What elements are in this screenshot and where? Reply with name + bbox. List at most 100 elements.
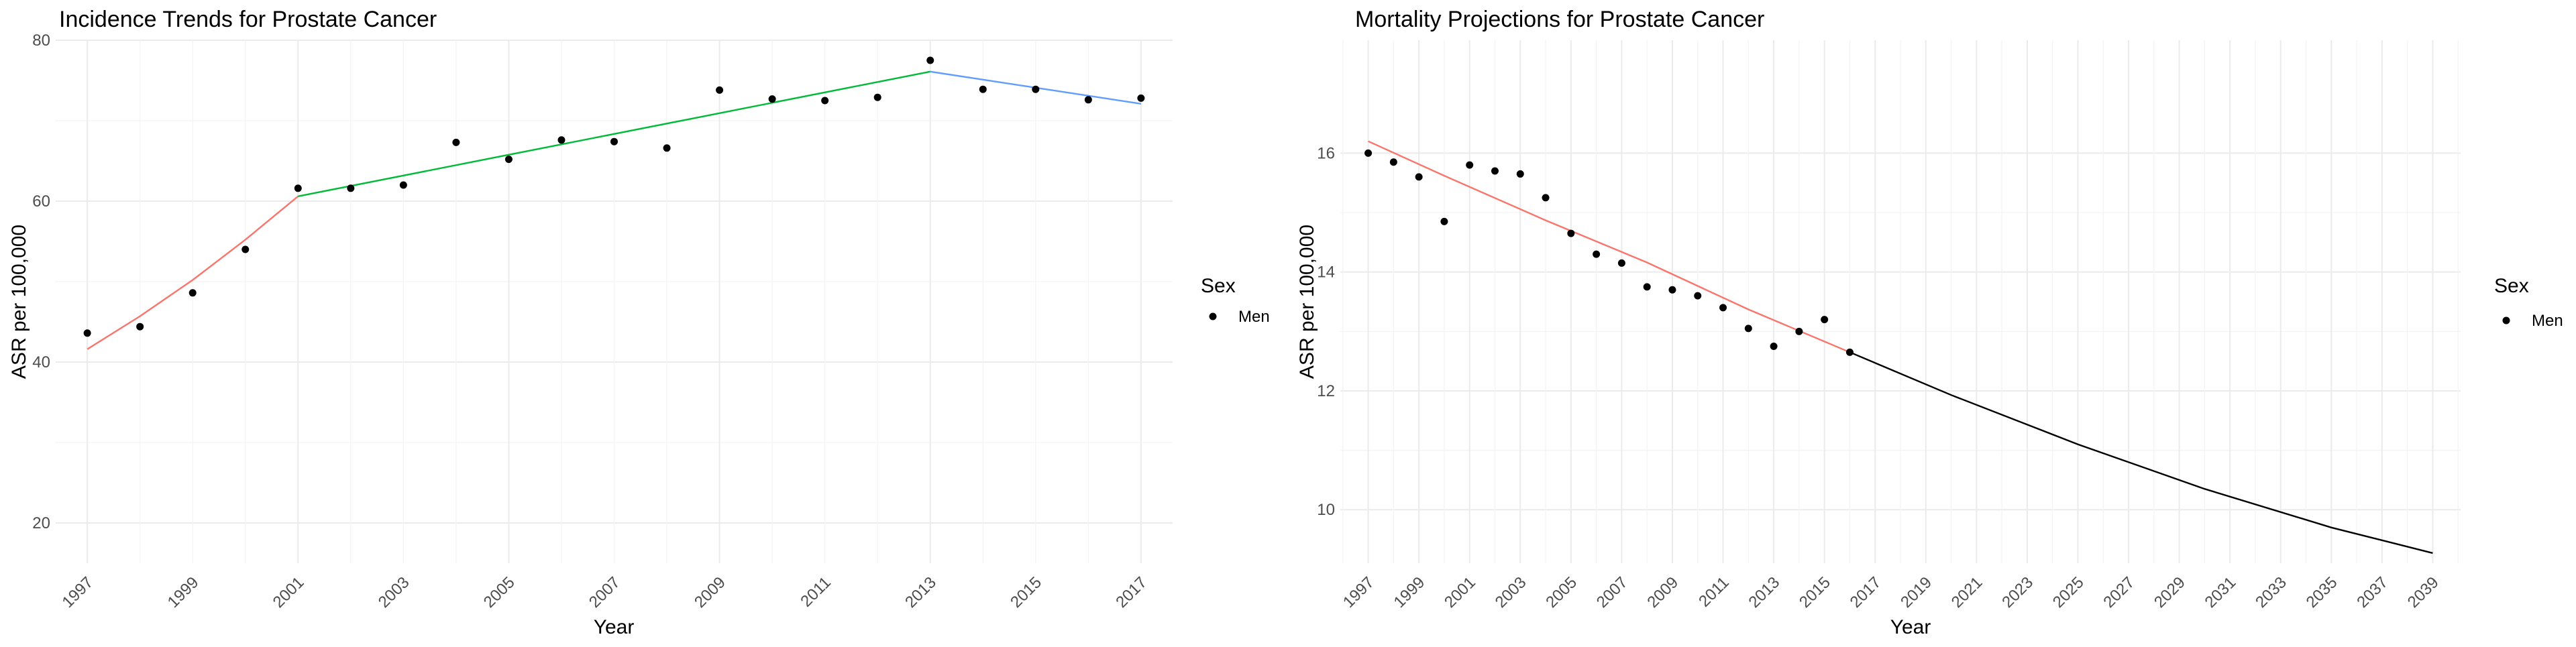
x-tick-label: 2013 — [1745, 573, 1783, 611]
y-tick-label: 20 — [32, 514, 50, 532]
grid-lines — [1340, 40, 2461, 563]
data-point — [926, 56, 934, 64]
y-axis-title: ASR per 100,000 — [8, 225, 30, 379]
fit-line-segment-2 — [1849, 351, 2433, 554]
data-point — [294, 184, 302, 192]
data-point — [1084, 96, 1092, 104]
chart-title: Incidence Trends for Prostate Cancer — [59, 7, 437, 32]
grid-lines — [56, 40, 1173, 563]
legend-key-point — [1209, 312, 1217, 320]
data-point — [1770, 342, 1778, 350]
data-point — [663, 144, 671, 152]
x-tick-label: 2003 — [375, 573, 413, 611]
y-tick-label: 14 — [1317, 263, 1335, 282]
x-tick-label: 2037 — [2353, 573, 2392, 611]
data-point — [716, 86, 724, 94]
x-axis-title: Year — [594, 616, 635, 638]
y-tick-label: 80 — [32, 32, 50, 50]
data-point — [241, 245, 250, 253]
x-tick-label: 2033 — [2252, 573, 2290, 611]
legend-title: Sex — [2494, 275, 2529, 297]
x-tick-label: 2007 — [1593, 573, 1631, 611]
x-tick-label: 2031 — [2202, 573, 2240, 611]
x-tick-label: 2015 — [1796, 573, 1834, 611]
x-tick-label: 2019 — [1897, 573, 1935, 611]
data-point — [1593, 250, 1601, 258]
data-point — [610, 137, 618, 145]
data-point — [1668, 286, 1676, 294]
legend-title: Sex — [1201, 275, 1236, 297]
x-tick-label: 1997 — [1340, 573, 1378, 611]
data-point — [1137, 94, 1145, 102]
data-point — [504, 156, 513, 164]
x-tick-label: 2009 — [1644, 573, 1682, 611]
legend-key-point — [2502, 316, 2510, 325]
data-point — [399, 181, 407, 189]
x-tick-label: 2035 — [2303, 573, 2341, 611]
chart-panel-1: 20 40 60 80 1997 1999 2001 2003 2005 2007 2009 2011… — [8, 7, 1270, 638]
data-point — [1466, 161, 1474, 169]
x-tick-label: 2025 — [2049, 573, 2088, 611]
data-point — [1567, 229, 1575, 237]
data-point — [1643, 283, 1651, 291]
y-tick-label: 16 — [1317, 144, 1335, 162]
chart-panel-2: 10 12 14 16 1997 1999 2001 2003 2005 2007 2009 2011… — [1296, 7, 2563, 638]
data-point — [83, 329, 91, 337]
data-point — [1415, 173, 1423, 181]
data-point — [1364, 149, 1373, 157]
x-tick-label: 2015 — [1007, 573, 1045, 611]
y-tick-label: 60 — [32, 192, 50, 211]
x-tick-label: 2003 — [1492, 573, 1530, 611]
data-point — [347, 184, 355, 192]
data-point — [1821, 316, 1829, 324]
x-tick-label: 2011 — [797, 573, 835, 611]
x-tick-label: 1997 — [59, 573, 97, 611]
data-point — [1491, 167, 1499, 175]
data-point — [1617, 259, 1625, 267]
data-point — [1719, 304, 1727, 312]
x-tick-label: 2021 — [1948, 573, 1986, 611]
data-point — [821, 97, 829, 105]
x-tick-label: 2013 — [902, 573, 940, 611]
y-tick-label: 40 — [32, 353, 50, 371]
y-axis-title: ASR per 100,000 — [1296, 225, 1318, 379]
x-tick-label: 2001 — [270, 573, 308, 611]
data-point — [979, 85, 987, 93]
x-tick-label: 2011 — [1695, 573, 1733, 611]
data-point — [1389, 158, 1397, 166]
x-tick-label: 2029 — [2151, 573, 2189, 611]
x-tick-label: 2017 — [1112, 573, 1150, 611]
x-tick-label: 2009 — [691, 573, 729, 611]
fit-line-segment-2 — [298, 70, 930, 197]
y-tick-label: 12 — [1317, 382, 1335, 400]
data-point — [452, 138, 460, 146]
data-point — [1516, 170, 1524, 178]
data-point — [189, 289, 197, 297]
data-point — [1440, 217, 1448, 225]
fit-line-segment-1 — [1368, 140, 1850, 353]
data-point — [1795, 327, 1803, 335]
x-tick-label: 2017 — [1847, 573, 1885, 611]
data-point — [557, 136, 566, 144]
x-axis-title: Year — [1890, 616, 1931, 638]
data-point — [1542, 194, 1550, 202]
x-tick-label: 2039 — [2404, 573, 2443, 611]
x-tick-label: 2005 — [1542, 573, 1580, 611]
data-point — [1744, 325, 1752, 333]
legend-label: Men — [2532, 312, 2563, 330]
data-point — [1694, 292, 1702, 300]
x-tick-label: 1999 — [1391, 573, 1429, 611]
x-tick-label: 2001 — [1441, 573, 1479, 611]
data-point — [1845, 348, 1854, 356]
fit-line-segment-1 — [87, 195, 299, 350]
x-tick-label: 2027 — [2100, 573, 2138, 611]
y-tick-label: 10 — [1317, 501, 1335, 519]
x-tick-label: 2023 — [1998, 573, 2037, 611]
data-point — [1032, 85, 1040, 93]
x-tick-label: 1999 — [164, 573, 203, 611]
data-point — [873, 93, 881, 101]
